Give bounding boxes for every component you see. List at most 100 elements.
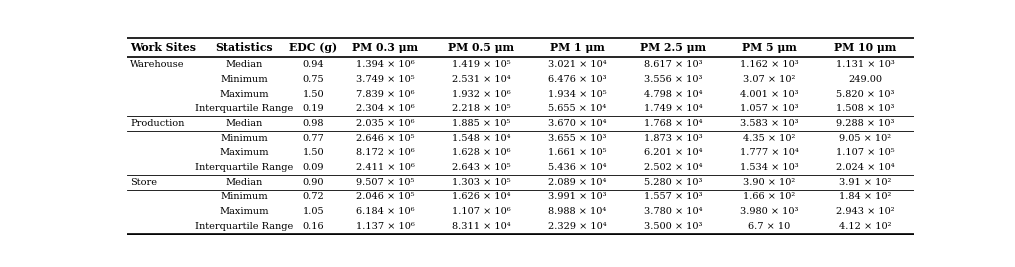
Text: 1.107 × 10⁵: 1.107 × 10⁵ [836, 148, 895, 157]
Text: 1.873 × 10³: 1.873 × 10³ [644, 134, 702, 143]
Text: Warehouse: Warehouse [130, 60, 185, 69]
Text: Maximum: Maximum [219, 89, 269, 99]
Text: 5.820 × 10³: 5.820 × 10³ [836, 89, 894, 99]
Text: Minimum: Minimum [220, 134, 268, 143]
Text: 4.12 × 10²: 4.12 × 10² [839, 222, 891, 231]
Text: 1.932 × 10⁶: 1.932 × 10⁶ [452, 89, 511, 99]
Text: 5.436 × 10⁴: 5.436 × 10⁴ [548, 163, 606, 172]
Text: 3.780 × 10⁴: 3.780 × 10⁴ [645, 207, 702, 216]
Text: Interquartile Range: Interquartile Range [195, 222, 293, 231]
Text: 1.661 × 10⁵: 1.661 × 10⁵ [548, 148, 606, 157]
Text: 1.777 × 10⁴: 1.777 × 10⁴ [740, 148, 799, 157]
Text: 0.72: 0.72 [302, 193, 324, 202]
Text: 249.00: 249.00 [849, 75, 882, 84]
Text: Median: Median [225, 119, 263, 128]
Text: 2.329 × 10⁴: 2.329 × 10⁴ [548, 222, 607, 231]
Text: PM 0.3 μm: PM 0.3 μm [352, 42, 418, 53]
Text: EDC (g): EDC (g) [289, 42, 337, 53]
Text: 9.05 × 10²: 9.05 × 10² [839, 134, 891, 143]
Text: 3.670 × 10⁴: 3.670 × 10⁴ [548, 119, 606, 128]
Text: 1.50: 1.50 [302, 148, 324, 157]
Text: PM 1 μm: PM 1 μm [550, 42, 605, 53]
Text: 1.303 × 10⁵: 1.303 × 10⁵ [452, 178, 511, 187]
Text: 1.137 × 10⁶: 1.137 × 10⁶ [355, 222, 414, 231]
Text: 2.304 × 10⁶: 2.304 × 10⁶ [355, 104, 414, 113]
Text: 0.94: 0.94 [302, 60, 324, 69]
Text: Store: Store [130, 178, 157, 187]
Text: 0.98: 0.98 [302, 119, 324, 128]
Text: 3.500 × 10³: 3.500 × 10³ [645, 222, 702, 231]
Text: 8.172 × 10⁶: 8.172 × 10⁶ [355, 148, 414, 157]
Text: PM 2.5 μm: PM 2.5 μm [640, 42, 706, 53]
Text: 0.09: 0.09 [302, 163, 324, 172]
Text: 1.768 × 10⁴: 1.768 × 10⁴ [645, 119, 702, 128]
Text: 0.77: 0.77 [302, 134, 324, 143]
Text: 8.311 × 10⁴: 8.311 × 10⁴ [452, 222, 511, 231]
Text: 3.90 × 10²: 3.90 × 10² [743, 178, 796, 187]
Text: 3.021 × 10⁴: 3.021 × 10⁴ [548, 60, 607, 69]
Text: 2.646 × 10⁵: 2.646 × 10⁵ [356, 134, 414, 143]
Text: 3.556 × 10³: 3.556 × 10³ [645, 75, 702, 84]
Text: 0.19: 0.19 [302, 104, 324, 113]
Text: 2.046 × 10⁵: 2.046 × 10⁵ [356, 193, 414, 202]
Text: 8.617 × 10³: 8.617 × 10³ [645, 60, 702, 69]
Text: 1.626 × 10⁴: 1.626 × 10⁴ [452, 193, 511, 202]
Text: 3.583 × 10³: 3.583 × 10³ [740, 119, 799, 128]
Text: 2.502 × 10⁴: 2.502 × 10⁴ [645, 163, 702, 172]
Text: 1.107 × 10⁶: 1.107 × 10⁶ [452, 207, 511, 216]
Text: 1.50: 1.50 [302, 89, 324, 99]
Text: 4.001 × 10³: 4.001 × 10³ [740, 89, 799, 99]
Text: Minimum: Minimum [220, 75, 268, 84]
Text: 1.162 × 10³: 1.162 × 10³ [740, 60, 799, 69]
Text: 1.885 × 10⁵: 1.885 × 10⁵ [452, 119, 511, 128]
Text: Interquartile Range: Interquartile Range [195, 163, 293, 172]
Text: PM 5 μm: PM 5 μm [742, 42, 797, 53]
Text: Work Sites: Work Sites [130, 42, 196, 53]
Text: 2.024 × 10⁴: 2.024 × 10⁴ [836, 163, 895, 172]
Text: 1.548 × 10⁴: 1.548 × 10⁴ [452, 134, 511, 143]
Text: 1.419 × 10⁵: 1.419 × 10⁵ [452, 60, 511, 69]
Text: 0.16: 0.16 [302, 222, 324, 231]
Text: 1.66 × 10²: 1.66 × 10² [743, 193, 796, 202]
Text: 2.218 × 10⁵: 2.218 × 10⁵ [452, 104, 511, 113]
Text: 1.05: 1.05 [302, 207, 324, 216]
Text: 3.91 × 10²: 3.91 × 10² [839, 178, 891, 187]
Text: 2.531 × 10⁴: 2.531 × 10⁴ [452, 75, 511, 84]
Text: 0.90: 0.90 [302, 178, 324, 187]
Text: Median: Median [225, 178, 263, 187]
Text: 6.7 × 10: 6.7 × 10 [748, 222, 791, 231]
Text: 3.991 × 10³: 3.991 × 10³ [548, 193, 606, 202]
Text: Median: Median [225, 60, 263, 69]
Text: 7.839 × 10⁶: 7.839 × 10⁶ [355, 89, 414, 99]
Text: Statistics: Statistics [215, 42, 273, 53]
Text: Production: Production [130, 119, 185, 128]
Text: 2.089 × 10⁴: 2.089 × 10⁴ [548, 178, 606, 187]
Text: 1.508 × 10³: 1.508 × 10³ [836, 104, 894, 113]
Text: 1.934 × 10⁵: 1.934 × 10⁵ [548, 89, 607, 99]
Text: 9.507 × 10⁵: 9.507 × 10⁵ [356, 178, 414, 187]
Text: 8.988 × 10⁴: 8.988 × 10⁴ [548, 207, 606, 216]
Text: PM 0.5 μm: PM 0.5 μm [448, 42, 515, 53]
Text: Maximum: Maximum [219, 148, 269, 157]
Text: 1.534 × 10³: 1.534 × 10³ [740, 163, 799, 172]
Text: 3.980 × 10³: 3.980 × 10³ [740, 207, 799, 216]
Text: 5.655 × 10⁴: 5.655 × 10⁴ [548, 104, 606, 113]
Text: 1.749 × 10⁴: 1.749 × 10⁴ [644, 104, 702, 113]
Text: PM 10 μm: PM 10 μm [834, 42, 896, 53]
Text: 6.201 × 10⁴: 6.201 × 10⁴ [645, 148, 702, 157]
Text: 1.557 × 10³: 1.557 × 10³ [645, 193, 702, 202]
Text: 4.798 × 10⁴: 4.798 × 10⁴ [645, 89, 702, 99]
Text: 4.35 × 10²: 4.35 × 10² [743, 134, 796, 143]
Text: 2.643 × 10⁵: 2.643 × 10⁵ [452, 163, 511, 172]
Text: 0.75: 0.75 [302, 75, 324, 84]
Text: 1.628 × 10⁶: 1.628 × 10⁶ [452, 148, 511, 157]
Text: 5.280 × 10³: 5.280 × 10³ [645, 178, 702, 187]
Text: 2.943 × 10²: 2.943 × 10² [836, 207, 894, 216]
Text: 1.394 × 10⁶: 1.394 × 10⁶ [355, 60, 414, 69]
Text: 2.411 × 10⁶: 2.411 × 10⁶ [355, 163, 414, 172]
Text: 3.749 × 10⁵: 3.749 × 10⁵ [355, 75, 414, 84]
Text: 3.07 × 10²: 3.07 × 10² [743, 75, 796, 84]
Text: Interquartile Range: Interquartile Range [195, 104, 293, 113]
Text: 3.655 × 10³: 3.655 × 10³ [548, 134, 606, 143]
Text: 1.84 × 10²: 1.84 × 10² [839, 193, 891, 202]
